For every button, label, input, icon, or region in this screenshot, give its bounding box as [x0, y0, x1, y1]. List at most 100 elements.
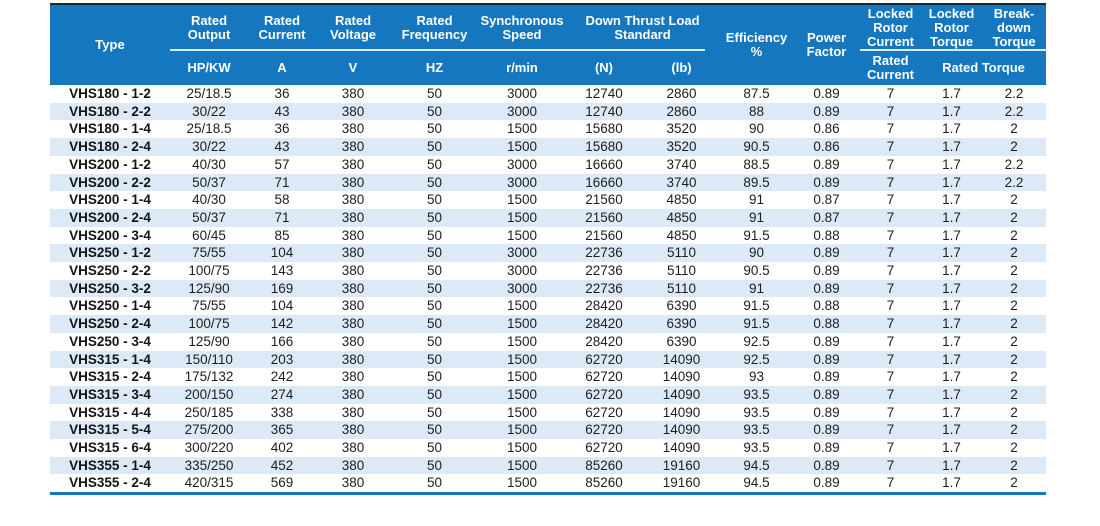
type-cell: VHS200 - 3-4 [69, 227, 151, 243]
table-body: VHS180 - 1-2 25/18.5 36 380 50 3000 1274… [50, 85, 1047, 494]
rated-frequency-cell: 50 [426, 139, 443, 155]
locked-rotor-torque-cell: 1.7 [942, 369, 961, 385]
table-row: VHS200 - 2-4 50/37 71 380 50 1500 21560 … [50, 208, 1047, 227]
rated-output-cell: 335/250 [184, 457, 234, 473]
rated-output-cell: 200/150 [184, 386, 234, 402]
synchronous-speed-cell: 1500 [506, 121, 538, 137]
rated-output-cell: 50/37 [192, 174, 226, 190]
power-factor-cell: 0.89 [813, 404, 840, 420]
rated-voltage-cell: 380 [341, 174, 365, 190]
table-row: VHS315 - 6-4 300/220 402 380 50 1500 627… [50, 439, 1046, 457]
locked-rotor-current-cell: 7 [886, 209, 895, 225]
efficiency-cell: 92.5 [743, 333, 770, 349]
rated-output-cell: 250/185 [184, 404, 234, 420]
rated-frequency-cell: 50 [426, 245, 443, 261]
rated-frequency-cell: 50 [426, 298, 443, 314]
synchronous-speed-cell: 1500 [506, 209, 538, 225]
rated-voltage-cell: 380 [341, 227, 365, 243]
type-cell: VHS180 - 2-2 [69, 103, 151, 119]
rated-frequency-cell: 50 [426, 280, 443, 296]
rated-voltage-cell: 380 [341, 280, 365, 296]
locked-rotor-torque-cell: 1.7 [942, 174, 961, 190]
locked-rotor-current-cell: 7 [886, 475, 895, 491]
breakdown-torque-cell: 2 [1010, 351, 1018, 367]
locked-rotor-torque-cell: 1.7 [942, 422, 961, 438]
table-row: VHS180 - 1-2 25/18.5 36 380 50 3000 1274… [50, 85, 1046, 103]
unit-hertz: HZ [390, 51, 479, 85]
power-factor-cell: 0.89 [813, 475, 840, 491]
power-factor-cell: 0.89 [813, 263, 840, 279]
down-thrust-lb-cell: 3740 [666, 156, 697, 172]
breakdown-torque-cell: 2 [1010, 192, 1018, 208]
efficiency-cell: 91 [749, 209, 765, 225]
rated-current-cell: 169 [270, 280, 294, 296]
table-row: VHS315 - 1-4 150/110 203 380 50 1500 627… [50, 350, 1047, 369]
table-row: VHS250 - 3-2 125/90 169 380 50 3000 2273… [50, 279, 1047, 298]
down-thrust-lb-cell: 14090 [662, 422, 701, 438]
efficiency-cell: 93.5 [743, 404, 770, 420]
down-thrust-lb-cell: 4850 [666, 209, 697, 225]
efficiency-cell: 89.5 [743, 174, 770, 190]
power-factor-cell: 0.89 [813, 351, 840, 367]
locked-rotor-torque-cell: 1.7 [942, 139, 961, 155]
down-thrust-lb-cell: 4850 [666, 192, 697, 208]
power-factor-cell: 0.89 [813, 174, 840, 190]
locked-rotor-current-cell: 7 [886, 263, 895, 279]
rated-current-cell: 36 [274, 121, 290, 137]
col-header-rated-output: Rated Output [170, 4, 248, 51]
down-thrust-lb-cell: 5110 [666, 280, 697, 296]
type-cell: VHS200 - 2-2 [69, 174, 151, 190]
locked-rotor-current-cell: 7 [886, 227, 895, 243]
rated-voltage-cell: 380 [341, 103, 365, 119]
type-cell: VHS250 - 1-4 [69, 298, 151, 314]
down-thrust-lb-cell: 2860 [666, 103, 697, 119]
table-row: VHS355 - 1-4 335/250 452 380 50 1500 852… [50, 456, 1047, 475]
type-cell: VHS315 - 3-4 [69, 386, 151, 402]
rated-voltage-cell: 380 [341, 386, 365, 402]
unit-rated-current: Rated Current [860, 51, 922, 85]
down-thrust-lb-cell: 6390 [666, 316, 697, 332]
rated-voltage-cell: 380 [341, 139, 365, 155]
type-cell: VHS200 - 1-2 [69, 156, 151, 172]
rated-voltage-cell: 380 [341, 263, 365, 279]
synchronous-speed-cell: 3000 [506, 86, 538, 101]
rated-frequency-cell: 50 [426, 475, 443, 491]
rated-output-cell: 60/45 [192, 227, 226, 243]
unit-r-min: r/min [479, 51, 565, 85]
unit-volt: V [316, 51, 390, 85]
rated-voltage-cell: 380 [341, 121, 365, 137]
synchronous-speed-cell: 1500 [506, 298, 538, 314]
rated-output-cell: 420/315 [184, 475, 234, 491]
locked-rotor-torque-cell: 1.7 [942, 103, 961, 119]
down-thrust-lb-cell: 4850 [666, 227, 697, 243]
rated-frequency-cell: 50 [426, 227, 443, 243]
efficiency-cell: 93.5 [743, 422, 770, 438]
motor-specification-table: Type Rated Output Rated Current Rated Vo… [50, 3, 1047, 496]
down-thrust-n-cell: 62720 [585, 440, 623, 456]
locked-rotor-current-cell: 7 [886, 369, 895, 385]
down-thrust-n-cell: 16660 [585, 156, 623, 172]
efficiency-cell: 88 [749, 103, 765, 119]
rated-frequency-cell: 50 [426, 351, 443, 367]
type-cell: VHS250 - 3-4 [69, 333, 151, 349]
rated-voltage-cell: 380 [341, 156, 365, 172]
breakdown-torque-cell: 2.2 [1004, 174, 1024, 190]
locked-rotor-current-cell: 7 [886, 333, 895, 349]
synchronous-speed-cell: 1500 [506, 369, 538, 385]
col-header-down-thrust-load: Down Thrust Load Standard [565, 4, 721, 51]
locked-rotor-torque-cell: 1.7 [942, 263, 961, 279]
rated-output-cell: 100/75 [188, 316, 230, 332]
rated-current-cell: 85 [274, 227, 290, 243]
locked-rotor-current-cell: 7 [886, 103, 895, 119]
breakdown-torque-cell: 2 [1010, 227, 1018, 243]
unit-newton: (N) [565, 51, 643, 85]
locked-rotor-torque-cell: 1.7 [942, 386, 961, 402]
down-thrust-n-cell: 21560 [585, 209, 623, 225]
unit-rated-torque: Rated Torque [921, 51, 1047, 85]
power-factor-cell: 0.88 [813, 298, 840, 314]
locked-rotor-torque-cell: 1.7 [942, 209, 961, 225]
breakdown-torque-cell: 2 [1010, 263, 1018, 279]
power-factor-cell: 0.89 [813, 457, 840, 473]
efficiency-cell: 88.5 [743, 156, 770, 172]
type-cell: VHS355 - 1-4 [69, 457, 151, 473]
